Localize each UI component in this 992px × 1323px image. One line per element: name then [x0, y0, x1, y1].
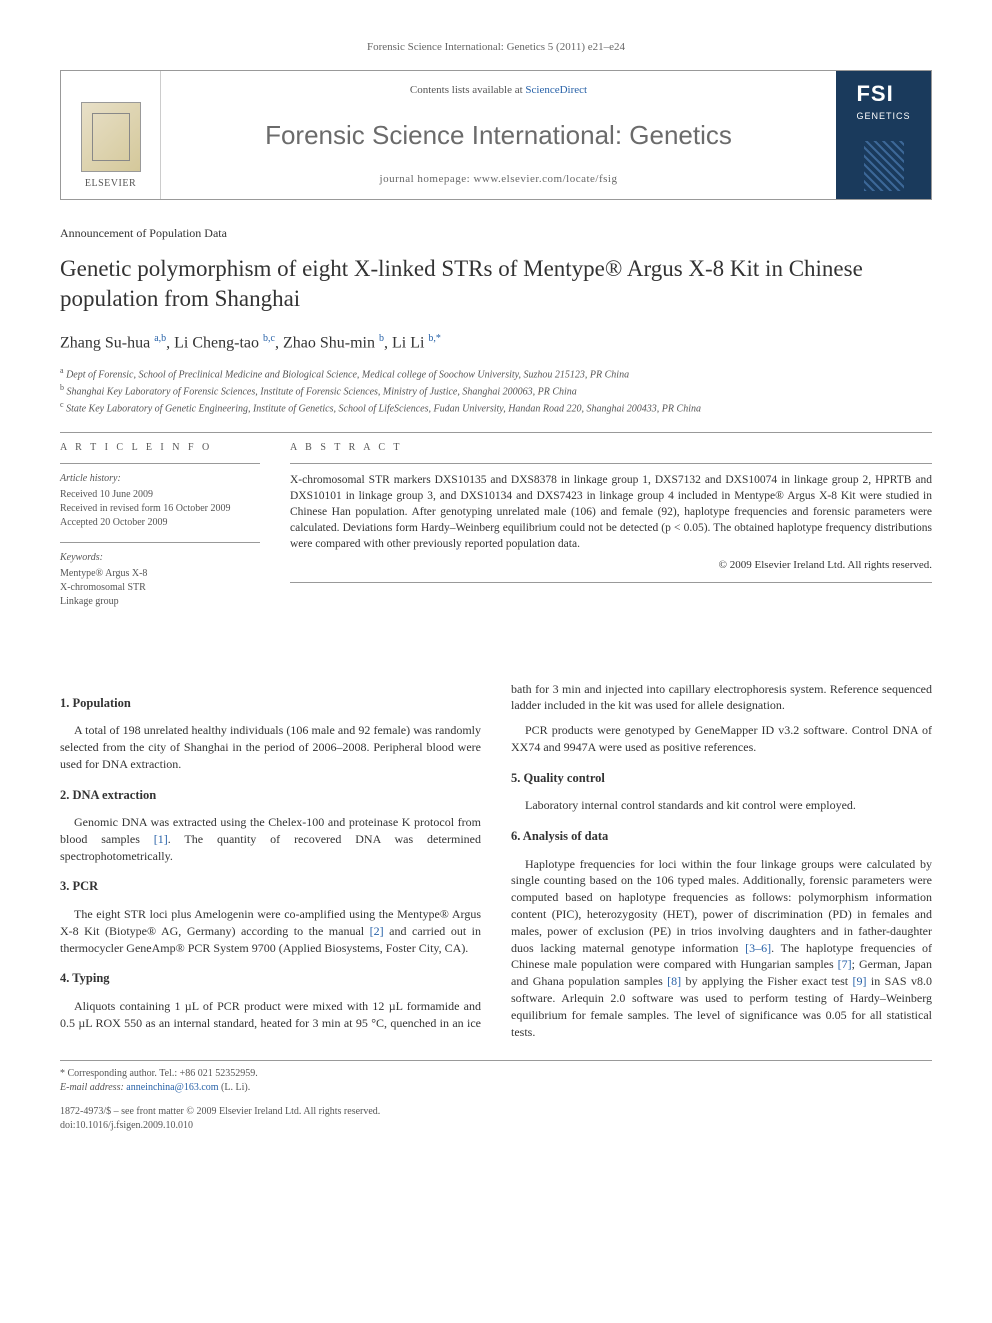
corresponding-author: * Corresponding author. Tel.: +86 021 52…	[60, 1067, 932, 1095]
elsevier-tree-icon	[81, 102, 141, 172]
history-label: Article history:	[60, 472, 260, 486]
section-heading: 1. Population	[60, 695, 481, 713]
body-paragraph: PCR products were genotyped by GeneMappe…	[511, 722, 932, 756]
journal-cover-thumb: FSI GENETICS	[836, 71, 931, 199]
body-paragraph: The eight STR loci plus Amelogenin were …	[60, 906, 481, 956]
body-paragraph: Laboratory internal control standards an…	[511, 797, 932, 814]
abstract-copyright: © 2009 Elsevier Ireland Ltd. All rights …	[290, 558, 932, 573]
corr-label: * Corresponding author. Tel.: +86 021 52…	[60, 1067, 932, 1081]
section-heading: 4. Typing	[60, 970, 481, 988]
body-paragraph: A total of 198 unrelated healthy individ…	[60, 722, 481, 772]
affiliation-line: c State Key Laboratory of Genetic Engine…	[60, 399, 932, 416]
contents-available-line: Contents lists available at ScienceDirec…	[181, 83, 816, 98]
section-heading: 6. Analysis of data	[511, 828, 932, 846]
article-type: Announcement of Population Data	[60, 225, 932, 242]
doi-line: doi:10.1016/j.fsigen.2009.10.010	[60, 1119, 932, 1133]
divider	[290, 582, 932, 583]
keyword: Mentype® Argus X-8	[60, 567, 260, 581]
sciencedirect-link[interactable]: ScienceDirect	[525, 84, 587, 96]
homepage-url[interactable]: www.elsevier.com/locate/fsig	[473, 173, 617, 185]
history-line: Received 10 June 2009	[60, 488, 260, 502]
abstract-text: X-chromosomal STR markers DXS10135 and D…	[290, 472, 932, 552]
journal-name: Forensic Science International: Genetics	[181, 117, 816, 153]
section-heading: 2. DNA extraction	[60, 787, 481, 805]
homepage-label: journal homepage:	[380, 173, 474, 185]
citation-link[interactable]: [9]	[852, 974, 866, 988]
article-title: Genetic polymorphism of eight X-linked S…	[60, 254, 932, 314]
divider	[60, 432, 932, 433]
citation-link[interactable]: [3–6]	[745, 941, 771, 955]
journal-title-cell: Contents lists available at ScienceDirec…	[161, 71, 836, 199]
cover-abbrev: FSI	[856, 79, 910, 110]
journal-header-box: ELSEVIER Contents lists available at Sci…	[60, 70, 932, 200]
email-link[interactable]: anneinchina@163.com	[126, 1082, 218, 1093]
journal-homepage-line: journal homepage: www.elsevier.com/locat…	[181, 172, 816, 187]
body-paragraph: Genomic DNA was extracted using the Chel…	[60, 814, 481, 864]
body-columns: 1. Population A total of 198 unrelated he…	[60, 681, 932, 1041]
citation-link[interactable]: [7]	[838, 957, 852, 971]
dna-icon	[864, 141, 904, 191]
email-name: (L. Li).	[221, 1082, 250, 1093]
affiliations: a Dept of Forensic, School of Preclinica…	[60, 365, 932, 417]
affiliation-line: a Dept of Forensic, School of Preclinica…	[60, 365, 932, 382]
divider	[60, 463, 260, 464]
keyword: Linkage group	[60, 595, 260, 609]
running-header: Forensic Science International: Genetics…	[60, 40, 932, 55]
section-heading: 3. PCR	[60, 878, 481, 896]
body-paragraph: Haplotype frequencies for loci within th…	[511, 856, 932, 1041]
history-line: Accepted 20 October 2009	[60, 516, 260, 530]
divider	[290, 463, 932, 464]
citation-link[interactable]: [8]	[667, 974, 681, 988]
issn-line: 1872-4973/$ – see front matter © 2009 El…	[60, 1105, 932, 1119]
abstract-block: A B S T R A C T X-chromosomal STR marker…	[290, 441, 932, 621]
publisher-name: ELSEVIER	[85, 177, 136, 191]
abstract-heading: A B S T R A C T	[290, 441, 932, 455]
affiliation-line: b Shanghai Key Laboratory of Forensic Sc…	[60, 382, 932, 399]
cover-subtitle: GENETICS	[856, 110, 910, 123]
citation-link[interactable]: [2]	[370, 924, 384, 938]
author-list: Zhang Su-hua a,b, Li Cheng-tao b,c, Zhao…	[60, 332, 932, 355]
page-footer: * Corresponding author. Tel.: +86 021 52…	[60, 1060, 932, 1133]
divider	[60, 542, 260, 543]
keyword: X-chromosomal STR	[60, 581, 260, 595]
publisher-logo-cell: ELSEVIER	[61, 71, 161, 199]
history-line: Received in revised form 16 October 2009	[60, 502, 260, 516]
keywords-label: Keywords:	[60, 551, 260, 565]
article-info-block: A R T I C L E I N F O Article history: R…	[60, 441, 260, 621]
citation-link[interactable]: [1]	[154, 832, 168, 846]
email-label: E-mail address:	[60, 1082, 126, 1093]
section-heading: 5. Quality control	[511, 770, 932, 788]
contents-prefix: Contents lists available at	[410, 84, 525, 96]
article-info-heading: A R T I C L E I N F O	[60, 441, 260, 455]
